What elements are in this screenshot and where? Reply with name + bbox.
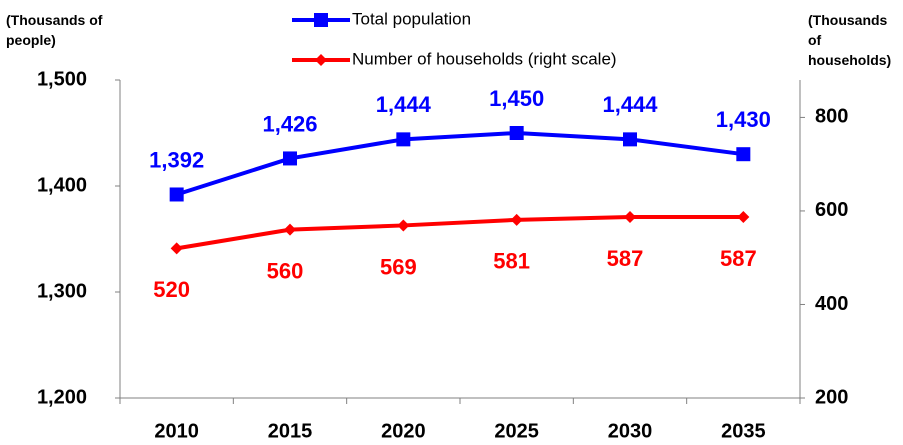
data-point xyxy=(169,187,184,202)
series-line xyxy=(176,215,744,251)
y-tick-label: 1,200 xyxy=(37,386,87,408)
x-tick-label: 2020 xyxy=(381,420,426,442)
data-label: 520 xyxy=(153,277,190,302)
y2-tick-label: 600 xyxy=(815,199,848,221)
data-label: 569 xyxy=(380,254,417,279)
data-label: 1,426 xyxy=(262,111,317,136)
data-label: 1,450 xyxy=(489,86,544,111)
x-tick-label: 2015 xyxy=(268,420,313,442)
data-label: 560 xyxy=(267,258,304,283)
x-tick-label: 2030 xyxy=(608,420,653,442)
data-point xyxy=(397,219,410,232)
data-label: 587 xyxy=(607,246,644,271)
y2-tick-label: 400 xyxy=(815,293,848,315)
legend-marker xyxy=(314,13,328,27)
data-point xyxy=(624,211,636,224)
y-tick-label: 1,400 xyxy=(37,174,87,196)
y2-tick-label: 800 xyxy=(815,106,848,128)
x-tick-label: 2035 xyxy=(721,420,766,442)
y-axis-title: (Thousands of people) xyxy=(6,12,103,48)
x-tick-label: 2025 xyxy=(494,420,539,442)
data-point xyxy=(170,242,183,255)
legend-label: Total population xyxy=(352,9,471,28)
y2-tick-label: 200 xyxy=(815,386,848,408)
data-label: 1,392 xyxy=(149,147,204,172)
series-line xyxy=(176,130,744,197)
y2-axis-title: (Thousands of households) xyxy=(808,12,892,68)
y-tick-label: 1,500 xyxy=(37,68,87,90)
data-label: 1,444 xyxy=(602,92,658,117)
data-point xyxy=(737,211,750,224)
data-point xyxy=(736,147,751,162)
legend-marker xyxy=(315,54,327,66)
data-point xyxy=(510,213,523,226)
data-label: 1,444 xyxy=(376,92,432,117)
y-tick-label: 1,300 xyxy=(37,280,87,302)
data-label: 581 xyxy=(493,249,530,274)
legend-label: Number of households (right scale) xyxy=(352,49,617,68)
data-label: 587 xyxy=(720,246,757,271)
data-point xyxy=(396,132,411,147)
data-point xyxy=(509,126,524,140)
data-point xyxy=(623,132,637,147)
data-point xyxy=(283,151,297,166)
x-tick-label: 2010 xyxy=(154,420,199,442)
data-label: 1,430 xyxy=(716,107,771,132)
data-point xyxy=(284,223,296,236)
